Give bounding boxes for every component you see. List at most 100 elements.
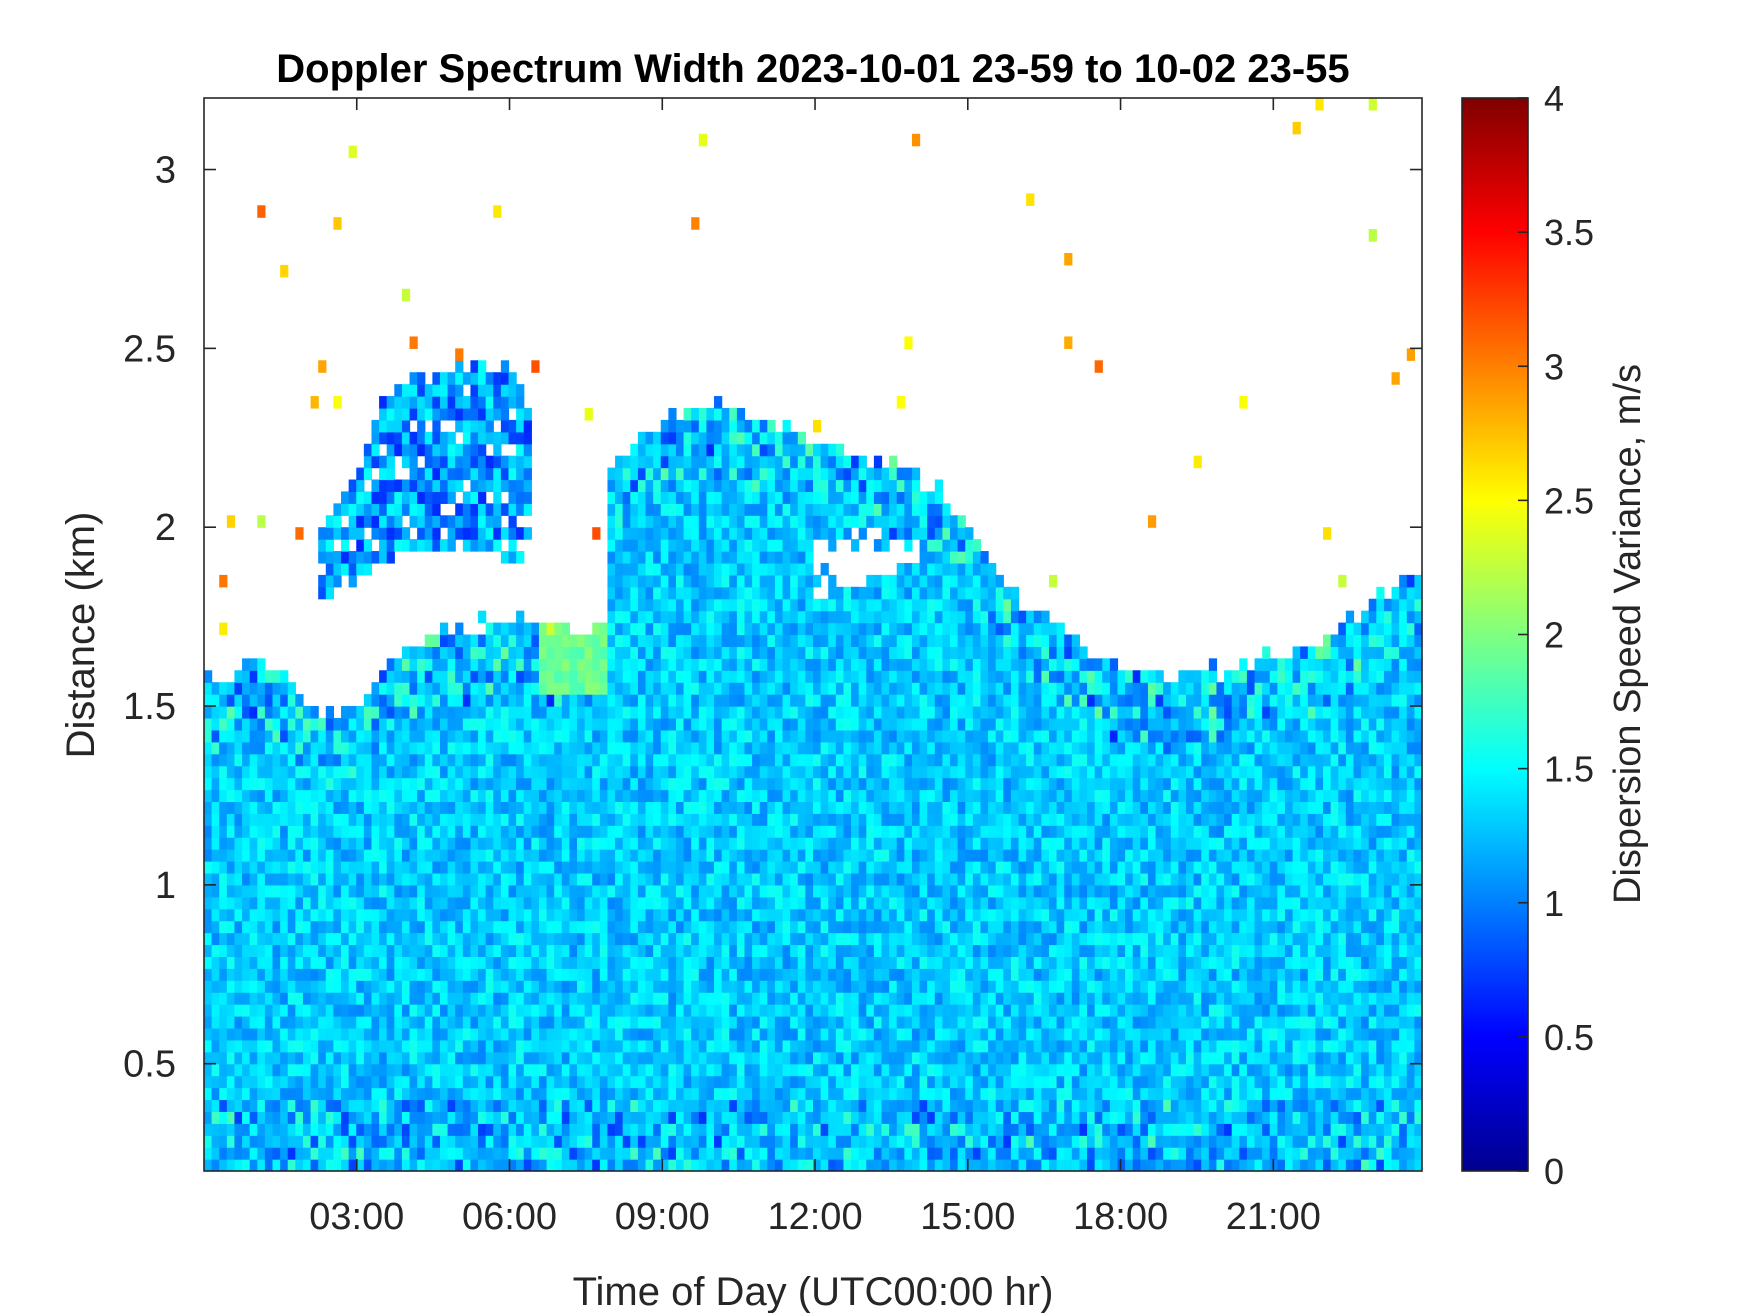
heatmap-cell <box>493 1123 502 1136</box>
heatmap-cell <box>500 694 510 707</box>
heatmap-cell <box>752 1063 761 1077</box>
heatmap-cell <box>721 980 730 993</box>
heatmap-cell <box>280 1111 289 1124</box>
heatmap-cell <box>333 1016 342 1029</box>
heatmap-cell <box>889 503 898 516</box>
heatmap-cell <box>280 992 289 1005</box>
heatmap-cell <box>439 1027 449 1041</box>
heatmap-cell <box>409 1075 418 1089</box>
heatmap-cell <box>211 825 220 838</box>
heatmap-cell <box>790 622 799 636</box>
heatmap-cell <box>851 741 860 755</box>
heatmap-cell <box>333 849 342 862</box>
heatmap-cell <box>736 610 746 624</box>
heatmap-cell <box>729 896 738 910</box>
heatmap-cell <box>264 980 274 993</box>
heatmap-cell <box>485 956 494 969</box>
heatmap-cell <box>424 920 433 934</box>
heatmap-cell <box>500 384 510 397</box>
heatmap-cell <box>219 968 228 981</box>
heatmap-cell <box>409 1087 418 1101</box>
heatmap-cell <box>835 944 845 957</box>
heatmap-cell <box>691 765 700 779</box>
heatmap-cell <box>714 884 723 898</box>
heatmap-cell <box>455 992 464 1005</box>
heatmap-cell <box>310 1075 319 1089</box>
heatmap-cell <box>485 1063 494 1077</box>
heatmap-cell <box>409 706 418 719</box>
heatmap-cell <box>805 896 814 910</box>
heatmap-cell <box>866 861 875 874</box>
heatmap-cell <box>569 837 578 850</box>
heatmap-cell <box>668 1099 677 1112</box>
heatmap-cell <box>630 491 639 504</box>
heatmap-cell <box>729 515 738 528</box>
heatmap-cell <box>736 932 746 946</box>
heatmap-cell <box>439 1111 449 1124</box>
heatmap-cell <box>500 837 510 850</box>
heatmap-cell <box>432 455 441 469</box>
heatmap-cell <box>835 1027 845 1041</box>
heatmap-cell <box>851 694 860 707</box>
heatmap-cell <box>302 1099 312 1112</box>
heatmap-cell <box>584 1039 593 1053</box>
heatmap-cell <box>767 539 776 552</box>
heatmap-cell <box>592 1147 601 1160</box>
heatmap-cell <box>409 1051 418 1065</box>
heatmap-cell <box>607 1087 616 1101</box>
heatmap-cell <box>813 884 822 898</box>
heatmap-cell <box>257 717 266 731</box>
heatmap-cell <box>439 1039 449 1053</box>
heatmap-cell <box>782 753 791 767</box>
heatmap-cell <box>204 872 213 886</box>
heatmap-cell <box>447 384 456 397</box>
heatmap-cell <box>219 1027 228 1041</box>
heatmap-cell <box>736 443 746 457</box>
heatmap-cell <box>447 706 456 719</box>
heatmap-cell <box>204 789 213 803</box>
heatmap-cell <box>744 872 753 886</box>
heatmap-cell <box>264 682 274 695</box>
heatmap-cell <box>714 1087 723 1101</box>
heatmap-cell <box>508 944 517 957</box>
heatmap-cell <box>607 849 616 862</box>
heatmap-cell <box>698 1063 708 1077</box>
heatmap-cell <box>318 1075 327 1089</box>
heatmap-cell <box>439 813 449 826</box>
heatmap-cell <box>493 765 502 779</box>
heatmap-cell <box>500 658 510 671</box>
heatmap-cell <box>394 825 403 838</box>
heatmap-cell <box>561 872 570 886</box>
heatmap-cell <box>744 682 753 695</box>
heatmap-cell <box>736 467 746 481</box>
heatmap-cell <box>295 849 304 862</box>
heatmap-cell <box>729 992 738 1005</box>
heatmap-cell <box>561 646 570 659</box>
heatmap-cell <box>500 753 510 767</box>
heatmap-cell <box>234 1075 243 1089</box>
heatmap-cell <box>226 1004 236 1017</box>
heatmap-cell <box>767 598 776 612</box>
heatmap-cell <box>470 1147 479 1160</box>
heatmap-cell <box>470 372 479 385</box>
heatmap-cell <box>447 753 456 767</box>
heatmap-cell <box>698 968 708 981</box>
heatmap-cell <box>759 813 768 826</box>
heatmap-cell <box>721 741 730 755</box>
heatmap-cell <box>447 1075 456 1089</box>
heatmap-cell <box>447 884 456 898</box>
heatmap-cell <box>500 479 510 493</box>
heatmap-cell <box>561 765 570 779</box>
heatmap-cell <box>508 896 517 910</box>
heatmap-cell <box>363 932 373 946</box>
heatmap-cell <box>843 491 852 504</box>
heatmap-cell <box>432 968 441 981</box>
heatmap-cell <box>683 801 692 814</box>
heatmap-cell <box>447 1135 456 1148</box>
heatmap-cell <box>432 539 441 552</box>
heatmap-cell <box>356 920 365 934</box>
heatmap-cell <box>637 777 647 791</box>
heatmap-cell <box>691 610 700 624</box>
heatmap-cell <box>759 789 768 803</box>
heatmap-cell <box>820 634 829 648</box>
